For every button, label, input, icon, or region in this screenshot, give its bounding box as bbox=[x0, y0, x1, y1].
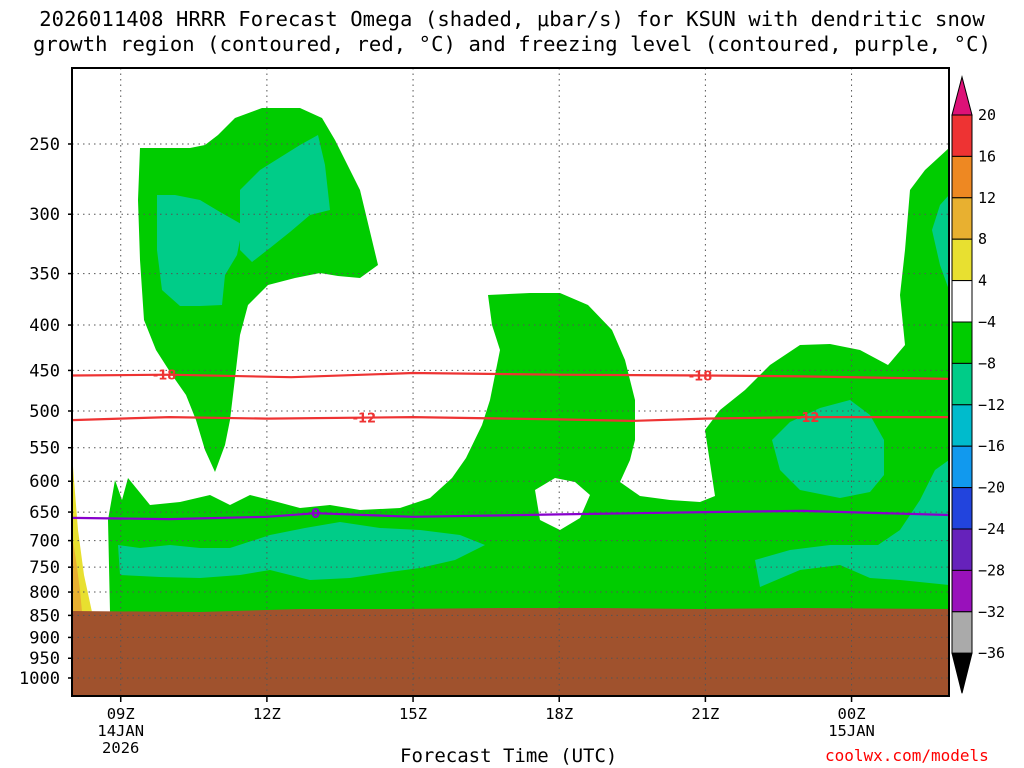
chart-title: 2026011408 HRRR Forecast Omega (shaded, … bbox=[0, 7, 1024, 57]
colorbar-label: −28 bbox=[978, 561, 1005, 579]
colorbar-label: 16 bbox=[978, 147, 996, 165]
y-tick-label: 600 bbox=[29, 472, 60, 492]
y-tick-label: 650 bbox=[29, 503, 60, 523]
colorbar-swatch bbox=[951, 114, 973, 157]
y-axis-labels: 2503003504004505005506006507007508008509… bbox=[19, 135, 72, 689]
grid-lines bbox=[72, 68, 949, 696]
y-tick-label: 700 bbox=[29, 532, 60, 552]
y-tick-label: 350 bbox=[29, 265, 60, 285]
colorbar-label: −20 bbox=[978, 479, 1005, 497]
y-tick-label: 400 bbox=[29, 316, 60, 336]
colorbar-swatch bbox=[951, 280, 973, 323]
contour-label: 0 bbox=[311, 507, 320, 522]
x-tick-date: 14JAN bbox=[97, 722, 144, 740]
colorbar-label: −12 bbox=[978, 396, 1005, 414]
colorbar-under-arrow bbox=[951, 652, 973, 694]
colorbar-label: −24 bbox=[978, 520, 1005, 538]
colorbar-swatch bbox=[951, 238, 973, 282]
colorbar-swatch bbox=[951, 487, 973, 530]
x-tick-label: 12Z bbox=[253, 705, 281, 723]
colorbar-swatch bbox=[951, 404, 973, 447]
contour-label: -12 bbox=[353, 412, 377, 427]
contour-label: -18 bbox=[689, 369, 713, 384]
x-tick-date: 15JAN bbox=[828, 722, 875, 740]
x-tick-label: 18Z bbox=[545, 705, 573, 723]
x-tick-year: 2026 bbox=[102, 739, 139, 757]
y-tick-label: 800 bbox=[29, 583, 60, 603]
colorbar-swatch bbox=[951, 362, 973, 406]
contour-label: -12 bbox=[796, 411, 820, 426]
omega-teal-shading bbox=[118, 135, 949, 587]
x-tick-label: 09Z bbox=[107, 705, 135, 723]
colorbar-swatch bbox=[951, 445, 973, 489]
colorbar: 20 16 12 8 4 −4 −8 −12 −16 −20 −24 −28 −32 −36 bbox=[951, 75, 1005, 694]
colorbar-swatch bbox=[951, 611, 973, 654]
colorbar-label: 8 bbox=[978, 230, 987, 248]
y-tick-label: 750 bbox=[29, 558, 60, 578]
y-tick-label: 550 bbox=[29, 439, 60, 459]
colorbar-label: 12 bbox=[978, 189, 996, 207]
colorbar-swatch bbox=[951, 155, 973, 199]
y-tick-label: 450 bbox=[29, 361, 60, 381]
ground-fill bbox=[72, 608, 949, 696]
colorbar-label: −36 bbox=[978, 644, 1005, 662]
colorbar-label: −8 bbox=[978, 354, 996, 372]
colorbar-swatch bbox=[951, 321, 973, 364]
colorbar-swatch bbox=[951, 569, 973, 613]
credit-text: coolwx.com/models bbox=[825, 746, 989, 765]
colorbar-label: −4 bbox=[978, 313, 996, 331]
y-tick-label: 950 bbox=[29, 649, 60, 669]
colorbar-swatch bbox=[951, 197, 973, 240]
colorbar-over-arrow bbox=[951, 75, 973, 116]
colorbar-label: −32 bbox=[978, 603, 1005, 621]
colorbar-label: −16 bbox=[978, 437, 1005, 455]
contours: -18 -18 -12 -12 0 bbox=[71, 369, 950, 522]
x-tick-label: 15Z bbox=[399, 705, 427, 723]
colorbar-label: 20 bbox=[978, 106, 996, 124]
y-tick-label: 850 bbox=[29, 606, 60, 626]
x-tick-label: 21Z bbox=[691, 705, 719, 723]
title-line-2: growth region (contoured, red, °C) and f… bbox=[32, 32, 992, 56]
x-tick-label: 00Z bbox=[838, 705, 866, 723]
y-tick-label: 300 bbox=[29, 205, 60, 225]
x-axis-title: Forecast Time (UTC) bbox=[400, 745, 618, 767]
contour-line bbox=[71, 415, 949, 423]
y-tick-label: 250 bbox=[29, 135, 60, 155]
title-line-1: 2026011408 HRRR Forecast Omega (shaded, … bbox=[39, 7, 985, 31]
colorbar-swatch bbox=[951, 528, 973, 571]
omega-orange-shading bbox=[72, 535, 82, 612]
colorbar-label: 4 bbox=[978, 272, 987, 290]
plot-area bbox=[72, 108, 949, 696]
omega-clear-hole bbox=[535, 478, 590, 530]
contour-line bbox=[71, 371, 950, 380]
y-tick-label: 500 bbox=[29, 402, 60, 422]
omega-green-shading bbox=[108, 108, 949, 612]
contour-line bbox=[71, 509, 950, 521]
y-tick-label: 1000 bbox=[19, 669, 60, 689]
contour-label: -18 bbox=[153, 369, 177, 384]
y-tick-label: 900 bbox=[29, 628, 60, 648]
plot-frame bbox=[71, 67, 950, 697]
